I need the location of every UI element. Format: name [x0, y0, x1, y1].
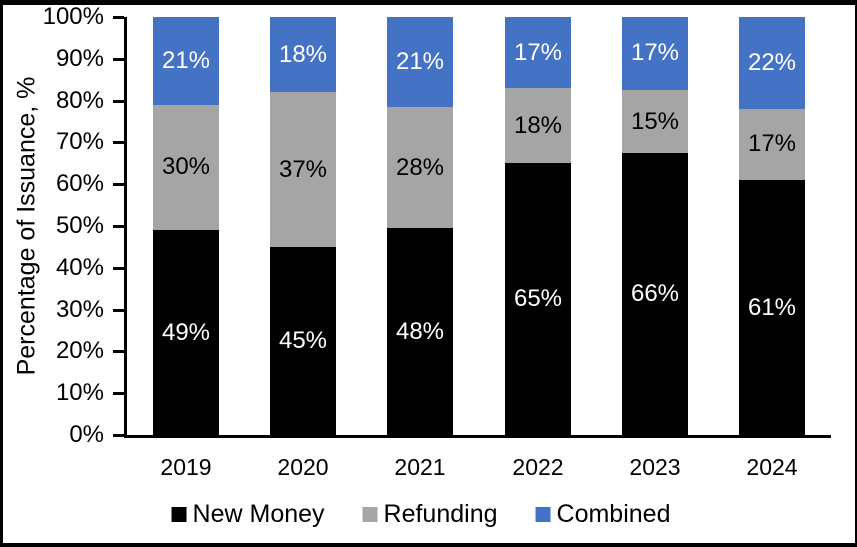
- y-axis-tick-label: 10%: [55, 379, 104, 407]
- y-axis-tick-mark: [113, 57, 124, 61]
- bar-segment-new-money: [505, 163, 571, 435]
- y-axis-tick-label: 0%: [69, 421, 104, 448]
- bar-segment-value-label: 15%: [630, 108, 680, 135]
- legend-swatch-icon: [362, 507, 378, 522]
- legend-item-label: New Money: [192, 500, 325, 528]
- y-axis-tick-mark: [113, 266, 124, 270]
- y-axis-tick-label: 70%: [55, 128, 104, 156]
- bar-segment-refunding: [622, 89, 688, 154]
- bar-segment-refunding: [270, 92, 336, 247]
- x-axis-category-label: 2024: [746, 454, 798, 480]
- bar-segment-new-money: [739, 180, 805, 435]
- legend-item-combined: Combined: [535, 500, 671, 529]
- x-axis-category-label: 2020: [277, 454, 329, 480]
- legend-item-label: Refunding: [383, 500, 498, 528]
- legend-item-refunding: Refunding: [362, 500, 498, 529]
- bar-segment-combined: [270, 17, 336, 93]
- x-axis-category-label: 2022: [512, 454, 564, 480]
- y-axis-tick-label: 60%: [55, 170, 104, 198]
- bar-segment-combined: [739, 17, 805, 109]
- y-axis-tick-mark: [113, 308, 124, 312]
- bar-segment-combined: [153, 17, 219, 105]
- bar-segment-value-label: 66%: [630, 280, 680, 307]
- bar-segment-value-label: 65%: [513, 285, 563, 312]
- y-axis-tick-mark: [113, 225, 124, 228]
- bar-segment-value-label: 49%: [161, 319, 211, 346]
- y-axis-tick-label: 90%: [55, 44, 104, 72]
- y-axis-tick-label: 80%: [55, 86, 104, 114]
- bar-segment-refunding: [505, 88, 571, 164]
- bar-segment-refunding: [739, 108, 805, 180]
- bar-segment-new-money: [387, 228, 453, 435]
- y-axis-tick-label: 30%: [55, 295, 104, 323]
- bar-segment-value-label: 17%: [630, 39, 680, 66]
- y-axis-tick-mark: [113, 141, 124, 145]
- y-axis-tick-mark: [113, 350, 124, 354]
- y-axis-tick-mark: [113, 392, 124, 396]
- x-axis-category-label: 2023: [629, 454, 681, 480]
- bar-segment-value-label: 21%: [395, 48, 445, 75]
- bar-segment-combined: [387, 17, 453, 108]
- bar-segment-new-money: [622, 153, 688, 435]
- bar-segment-new-money: [270, 246, 336, 435]
- legend-item-new-money: New Money: [171, 500, 325, 529]
- x-axis-category-label: 2021: [394, 454, 446, 480]
- bar-segment-value-label: 28%: [395, 154, 445, 181]
- bar-segment-value-label: 45%: [278, 327, 328, 354]
- bar-segment-value-label: 21%: [161, 47, 211, 74]
- y-axis-tick-mark: [113, 16, 124, 19]
- legend-swatch-icon: [535, 507, 551, 522]
- y-axis-tick-mark: [113, 99, 124, 103]
- bar-segment-combined: [505, 17, 571, 89]
- y-axis-tick-label: 100%: [42, 3, 104, 30]
- bar-segment-value-label: 18%: [278, 41, 328, 68]
- y-axis-line: [124, 17, 127, 438]
- bar-segment-value-label: 37%: [278, 156, 328, 183]
- bar-segment-value-label: 30%: [161, 153, 211, 180]
- bar-segment-value-label: 22%: [747, 49, 797, 76]
- bar-segment-new-money: [153, 230, 219, 435]
- bar-segment-value-label: 17%: [747, 130, 797, 157]
- y-axis-tick-label: 20%: [55, 337, 104, 365]
- bar-segment-value-label: 48%: [395, 318, 445, 345]
- bar-segment-refunding: [153, 104, 219, 231]
- x-axis-category-label: 2019: [160, 454, 212, 480]
- y-axis-tick-label: 50%: [55, 212, 104, 239]
- x-axis-line: [124, 435, 831, 438]
- bar-segment-refunding: [387, 107, 453, 229]
- y-axis-tick-label: 40%: [55, 253, 104, 281]
- bar-segment-value-label: 17%: [513, 39, 563, 66]
- bar-segment-value-label: 61%: [747, 294, 797, 321]
- legend: New Money Refunding Combined: [171, 500, 671, 529]
- y-axis-tick-mark: [113, 183, 124, 187]
- bar-segment-combined: [622, 17, 688, 90]
- bar-segment-value-label: 18%: [513, 112, 563, 139]
- legend-swatch-icon: [171, 507, 187, 522]
- y-axis-tick-mark: [113, 434, 124, 437]
- legend-item-label: Combined: [556, 500, 671, 528]
